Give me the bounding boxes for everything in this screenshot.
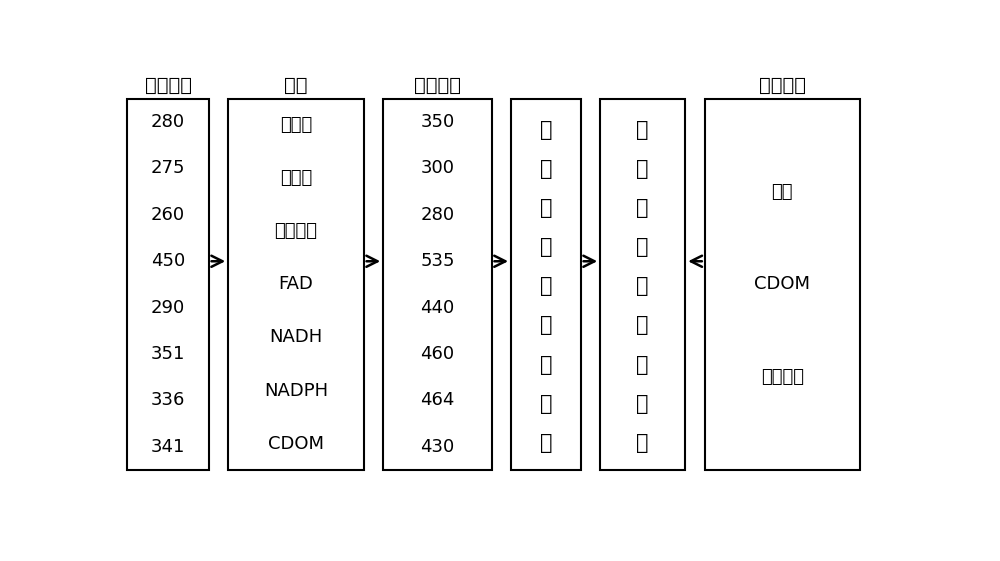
Text: 细: 细: [636, 198, 649, 218]
Text: 分: 分: [540, 159, 552, 179]
Text: 280: 280: [420, 206, 454, 224]
Text: 351: 351: [151, 345, 185, 363]
Text: 464: 464: [420, 392, 455, 410]
Bar: [705, 99, 860, 470]
Text: 性: 性: [636, 355, 649, 375]
Text: FAD: FAD: [278, 275, 313, 293]
Text: 析: 析: [540, 237, 552, 257]
Text: NADPH: NADPH: [264, 381, 328, 399]
Text: 系: 系: [540, 433, 552, 453]
Text: CDOM: CDOM: [754, 275, 810, 293]
Text: 多: 多: [636, 277, 649, 296]
Text: 与: 与: [540, 277, 552, 296]
Text: 比: 比: [540, 315, 552, 335]
Text: 酪氨酸: 酪氨酸: [280, 116, 312, 135]
Text: 341: 341: [151, 438, 185, 456]
Text: 色氨酸: 色氨酸: [280, 169, 312, 187]
Text: 藻类: 藻类: [771, 183, 793, 201]
Text: 430: 430: [420, 438, 454, 456]
Text: 无机颗粒: 无机颗粒: [761, 368, 804, 386]
Text: 例: 例: [540, 355, 552, 375]
Text: 析: 析: [636, 433, 649, 453]
Text: 样: 样: [636, 315, 649, 335]
Text: 发射波长: 发射波长: [414, 76, 461, 95]
Text: 275: 275: [151, 159, 185, 177]
Bar: [127, 99, 209, 470]
Text: 激发波长: 激发波长: [145, 76, 192, 95]
Text: 535: 535: [420, 252, 455, 270]
Text: 关: 关: [540, 394, 552, 413]
Text: 260: 260: [151, 206, 185, 224]
Text: 成分: 成分: [284, 76, 308, 95]
Text: 海: 海: [636, 120, 649, 140]
Text: 290: 290: [151, 298, 185, 316]
Text: 苯丙氨酸: 苯丙氨酸: [274, 223, 317, 241]
Text: NADH: NADH: [269, 329, 323, 347]
Text: 300: 300: [420, 159, 454, 177]
Text: 450: 450: [151, 252, 185, 270]
Text: 440: 440: [420, 298, 454, 316]
Bar: [511, 99, 581, 470]
Text: 336: 336: [151, 392, 185, 410]
Text: 洋: 洋: [636, 159, 649, 179]
Text: 分: 分: [540, 198, 552, 218]
Bar: [228, 99, 364, 470]
Text: 460: 460: [420, 345, 454, 363]
Bar: [600, 99, 685, 470]
Text: 280: 280: [151, 113, 185, 131]
Bar: [383, 99, 492, 470]
Text: 成: 成: [540, 120, 552, 140]
Text: 菌: 菌: [636, 237, 649, 257]
Text: 350: 350: [420, 113, 454, 131]
Text: CDOM: CDOM: [268, 435, 324, 453]
Text: 分: 分: [636, 394, 649, 413]
Text: 影响因素: 影响因素: [759, 76, 806, 95]
